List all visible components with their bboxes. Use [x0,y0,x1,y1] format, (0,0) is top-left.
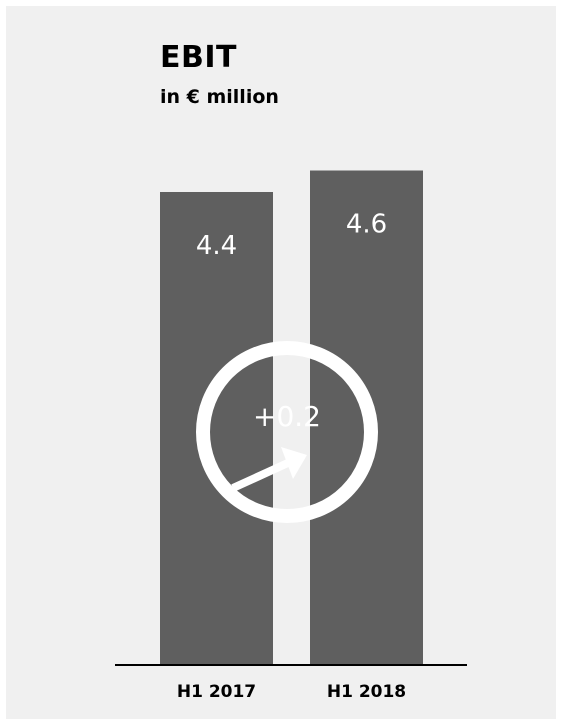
arrow-up-right-icon [231,458,292,492]
chart-subtitle: in € million [160,86,279,108]
arrow-head-icon [281,447,307,479]
bar-1 [160,192,273,665]
chart-panel [6,6,556,719]
bar-value-label: 4.4 [196,231,237,261]
x-tick-label: H1 2017 [177,682,256,702]
change-badge-ring [196,341,378,523]
bar-value-label: 4.6 [346,210,387,240]
change-value-label: +0.2 [253,400,321,433]
x-tick-label: H1 2018 [327,682,406,702]
chart-title: EBIT [160,40,237,75]
